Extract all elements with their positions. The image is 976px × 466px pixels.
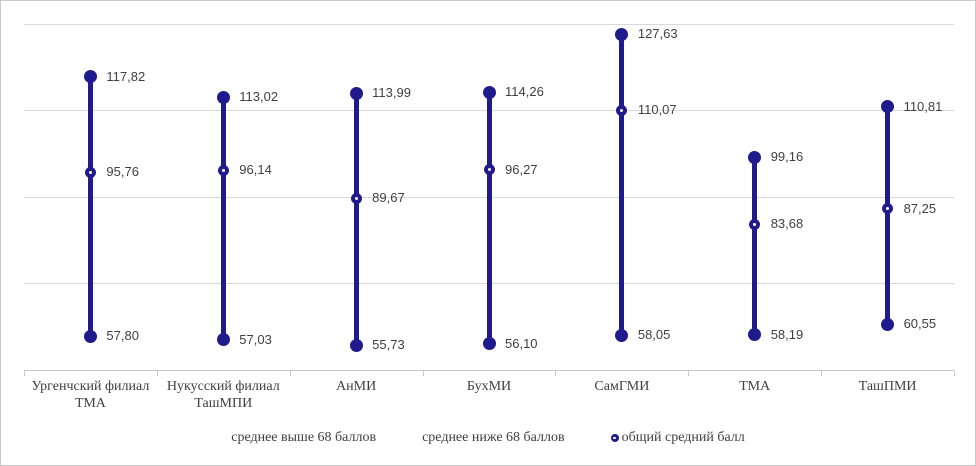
average-marker-dot <box>620 108 624 112</box>
data-label-average: 110,07 <box>637 102 677 118</box>
data-label-low: 57,80 <box>106 328 139 344</box>
low-marker <box>748 328 762 342</box>
average-marker <box>350 192 362 204</box>
average-marker-dot <box>221 168 225 172</box>
data-label-high: 113,02 <box>239 89 279 105</box>
average-marker <box>882 203 894 215</box>
data-label-low: 57,03 <box>239 331 272 347</box>
high-marker <box>349 86 363 100</box>
high-low-line <box>752 157 758 335</box>
high-marker <box>881 100 895 114</box>
legend-circle-dot-icon <box>610 434 619 442</box>
data-label-high: 99,16 <box>770 149 804 165</box>
average-marker <box>84 166 96 178</box>
high-marker <box>748 150 762 164</box>
x-axis-tick <box>954 371 955 376</box>
legend-item: среднее ниже 68 баллов <box>422 430 565 446</box>
average-marker <box>616 104 628 116</box>
low-marker <box>482 337 496 351</box>
category-label: Ургенчский филиал ТМА <box>31 379 150 411</box>
data-label-low: 56,10 <box>505 335 538 351</box>
gridline <box>24 23 954 25</box>
average-marker <box>483 164 495 176</box>
data-label-high: 127,63 <box>637 26 678 42</box>
high-low-line <box>87 76 93 337</box>
category-label: СамГМИ <box>594 379 650 394</box>
x-axis-tick <box>422 371 424 376</box>
plot-area: 117,82 95,76 57,80 113,02 96,14 57,03 113,99 89… <box>24 23 955 376</box>
data-label-average: 96,27 <box>505 161 538 177</box>
high-marker <box>83 70 97 84</box>
data-label-average: 89,67 <box>372 190 405 206</box>
high-low-line <box>885 106 891 325</box>
data-label-low: 55,73 <box>372 337 405 353</box>
low-marker <box>349 338 363 352</box>
x-axis-tick <box>289 371 291 376</box>
legend-item: общий средний балл <box>610 430 745 446</box>
legend-item: среднее выше 68 баллов <box>231 430 376 446</box>
category-label: АнМИ <box>336 379 377 394</box>
data-label-average: 96,14 <box>239 162 272 178</box>
low-marker <box>216 333 230 347</box>
average-marker-dot <box>753 222 757 226</box>
low-marker <box>83 329 97 343</box>
high-low-line <box>619 34 625 336</box>
legend-label: среднее выше 68 баллов <box>231 430 377 445</box>
data-label-average: 83,68 <box>770 216 804 232</box>
legend-label: среднее ниже 68 баллов <box>422 430 565 445</box>
x-axis-line <box>24 370 954 371</box>
high-low-line <box>486 92 492 344</box>
data-label-high: 113,99 <box>372 85 411 101</box>
x-axis-tick <box>24 371 25 376</box>
data-label-low: 58,05 <box>637 327 671 343</box>
x-axis-tick <box>821 371 823 376</box>
category-label: ТМА <box>739 379 771 394</box>
data-label-low: 60,55 <box>903 316 937 332</box>
average-marker-dot <box>354 196 358 200</box>
high-marker <box>615 27 629 41</box>
data-label-average: 87,25 <box>903 200 937 216</box>
average-marker <box>749 218 761 230</box>
high-marker <box>482 85 496 99</box>
category-label: БухМИ <box>466 379 512 394</box>
x-axis-tick <box>156 371 158 376</box>
category-label: Нукусский филиал ТашМПИ <box>166 379 280 411</box>
high-low-line <box>353 93 359 346</box>
x-axis-tick <box>688 371 690 376</box>
data-label-low: 58,19 <box>770 326 804 342</box>
average-marker-dot <box>487 168 491 172</box>
data-label-high: 110,81 <box>903 98 943 114</box>
high-low-line <box>220 97 226 340</box>
data-label-average: 95,76 <box>106 164 139 180</box>
low-marker <box>881 317 895 331</box>
high-marker <box>216 90 230 104</box>
data-label-high: 117,82 <box>106 68 146 84</box>
x-axis-tick <box>555 371 557 376</box>
category-axis-labels: Ургенчский филиал ТМА Нукусский филиал Та… <box>24 378 954 412</box>
average-marker-dot <box>886 207 890 211</box>
legend-label: общий средний балл <box>621 430 745 445</box>
average-marker-dot <box>88 170 92 174</box>
legend-marker-dot <box>613 436 616 440</box>
category-label: ТашПМИ <box>858 379 917 394</box>
average-marker <box>217 164 229 176</box>
chart-legend: среднее выше 68 баллов среднее ниже 68 ба… <box>1 430 975 446</box>
data-label-high: 114,26 <box>505 84 544 100</box>
low-marker <box>615 328 629 342</box>
